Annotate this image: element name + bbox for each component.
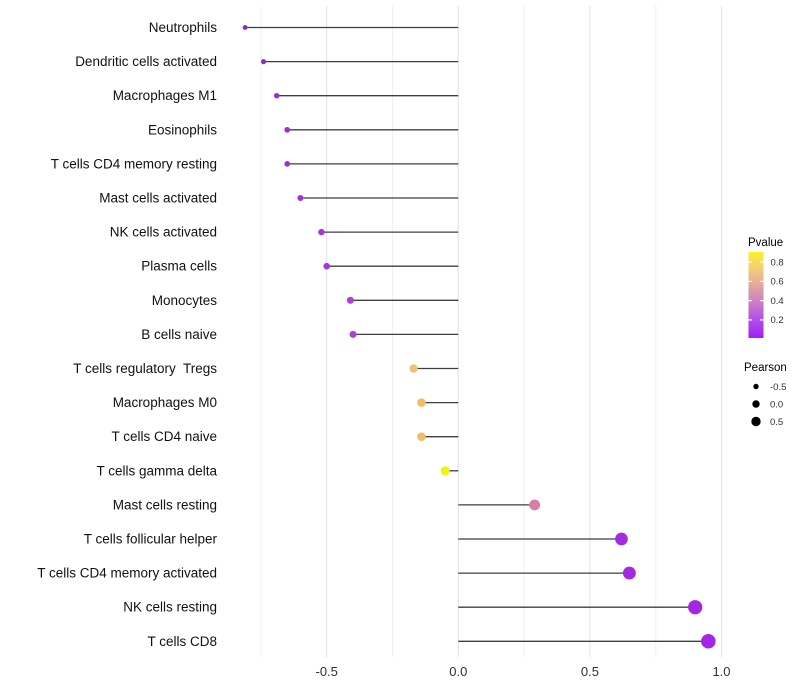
category-label: NK cells resting: [123, 600, 217, 615]
pvalue-tick-label: 0.6: [771, 277, 784, 288]
lollipop-dot: [284, 126, 291, 133]
category-label: Monocytes: [152, 293, 218, 308]
category-label: Neutrophils: [149, 20, 218, 35]
pvalue-colorbar: [748, 252, 764, 338]
pearson-legend-dot: [753, 383, 759, 390]
lollipop-dot: [409, 364, 418, 373]
category-label: T cells gamma delta: [96, 463, 217, 478]
category-label: Macrophages M0: [113, 395, 217, 410]
pearson-legend-label: 0.5: [770, 417, 783, 428]
category-label: Dendritic cells activated: [75, 54, 217, 69]
lollipop-dot: [284, 161, 291, 167]
category-label: NK cells activated: [110, 225, 217, 240]
x-tick-label: 1.0: [712, 664, 730, 679]
pvalue-tick-label: 0.4: [771, 296, 784, 307]
category-label: T cells CD8: [147, 634, 217, 649]
category-label: T cells follicular helper: [84, 532, 218, 547]
x-tick-label: 0.5: [581, 664, 599, 679]
lollipop-dot: [297, 195, 304, 201]
lollipop-dot: [688, 600, 703, 615]
lollipop-dot: [349, 330, 357, 338]
category-label: T cells CD4 memory resting: [51, 156, 217, 171]
lollipop-dot: [701, 634, 716, 649]
lollipop-dot: [440, 466, 450, 476]
pvalue-tick-label: 0.8: [771, 257, 784, 268]
pearson-legend-label: -0.5: [770, 382, 786, 393]
pearson-legend-dot: [752, 400, 760, 408]
lollipop-dot: [242, 25, 248, 30]
lollipop-dot: [529, 499, 541, 511]
lollipop-dot: [346, 296, 354, 304]
pearson-legend-title: Pearson: [744, 362, 787, 374]
x-tick-label: -0.5: [315, 664, 337, 679]
category-label: T cells regulatory Tregs: [73, 361, 217, 376]
category-label: Mast cells activated: [99, 191, 217, 206]
pvalue-tick-label: 0.2: [771, 315, 784, 326]
lollipop-dot: [417, 398, 426, 407]
lollipop-dot: [323, 262, 330, 270]
pvalue-legend-title: Pvalue: [748, 237, 783, 249]
lollipop-dot: [260, 58, 267, 65]
pearson-legend-dot: [751, 416, 761, 427]
x-tick-label: 0.0: [449, 664, 467, 679]
category-label: B cells naive: [141, 327, 217, 342]
lollipop-dot: [273, 92, 280, 99]
lollipop-dot: [318, 228, 325, 236]
lollipop-dot: [622, 566, 636, 580]
category-label: Macrophages M1: [113, 88, 217, 103]
lollipop-dot: [615, 532, 628, 546]
category-label: T cells CD4 naive: [111, 429, 217, 444]
category-label: Eosinophils: [148, 122, 217, 137]
pearson-legend-label: 0.0: [770, 399, 783, 410]
lollipop-dot: [417, 432, 426, 441]
category-label: Plasma cells: [141, 259, 217, 274]
category-label: T cells CD4 memory activated: [37, 566, 217, 581]
category-label: Mast cells resting: [113, 497, 217, 512]
